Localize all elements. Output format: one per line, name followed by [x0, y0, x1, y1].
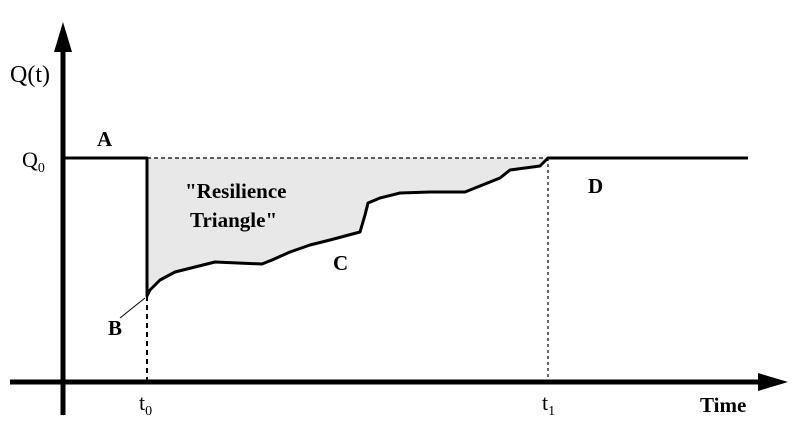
point-a-label: A — [97, 127, 113, 151]
x-axis-arrow — [758, 373, 788, 391]
point-b-pointer — [119, 297, 146, 319]
q0-label: Q0 — [22, 147, 45, 176]
triangle-label-line1: "Resilience — [185, 179, 286, 203]
y-axis-arrow — [54, 22, 72, 52]
point-d-label: D — [588, 174, 603, 198]
point-b-label: B — [108, 316, 122, 340]
point-c-label: C — [333, 251, 348, 275]
triangle-label-line2: Triangle" — [190, 208, 277, 232]
resilience-triangle-area — [147, 158, 548, 296]
quality-curve — [63, 156, 748, 298]
y-axis-label: Q(t) — [10, 62, 50, 88]
x-axis-label: Time — [700, 393, 746, 417]
t0-label: t0 — [139, 390, 152, 419]
t1-label: t1 — [542, 390, 555, 419]
